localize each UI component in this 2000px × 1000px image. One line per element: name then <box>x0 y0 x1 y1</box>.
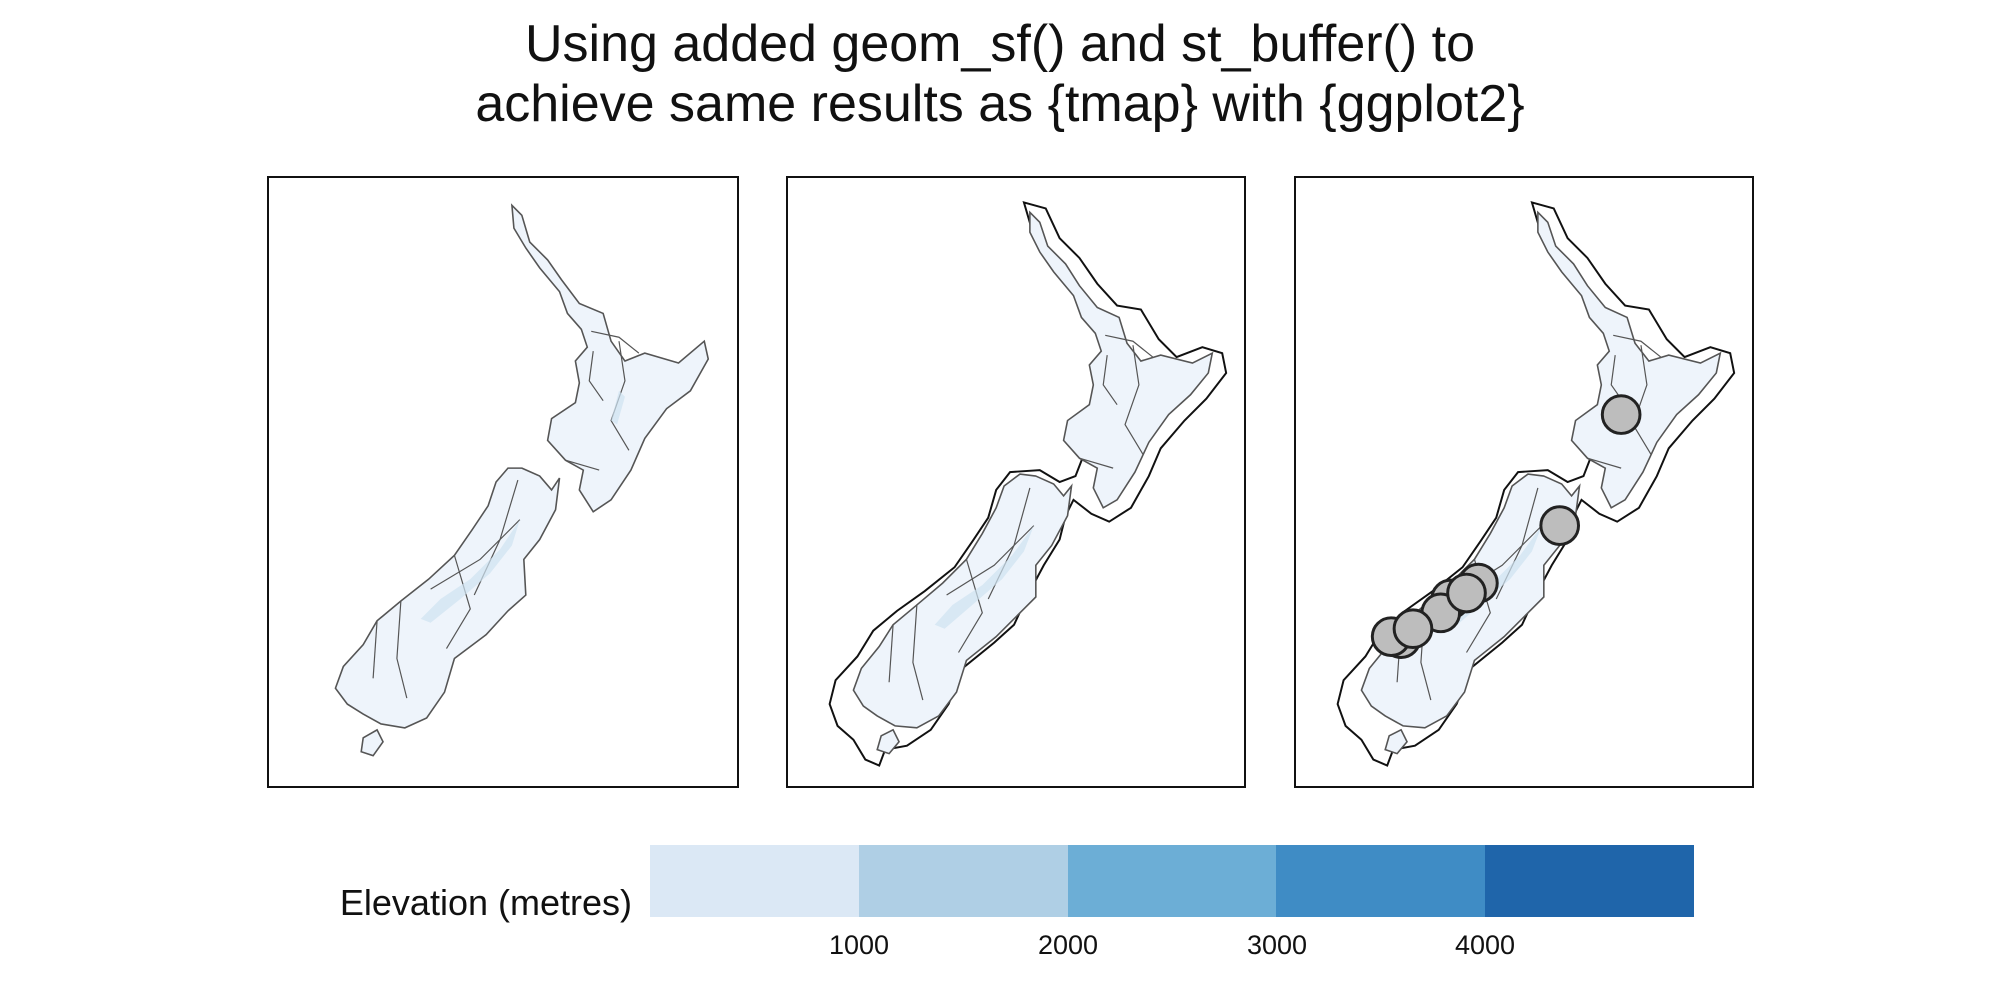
north-island <box>510 203 710 513</box>
legend-color-bar <box>650 845 1694 917</box>
map-panel-regions <box>267 176 739 788</box>
legend-tick-label: 1000 <box>828 930 890 960</box>
peak-point <box>1539 505 1581 546</box>
north-island <box>1029 210 1214 509</box>
map-buffer-points-svg <box>1336 201 1736 767</box>
map-panel-buffer <box>786 176 1246 788</box>
legend-bin-3 <box>1067 845 1277 917</box>
legend-title: Elevation (metres) <box>339 882 632 923</box>
legend-bin-2 <box>858 845 1068 917</box>
peak-point <box>1392 608 1434 650</box>
map-panel-buffer-points <box>1294 176 1754 788</box>
elevation-shading <box>934 525 1034 629</box>
legend-bin-5 <box>1485 845 1694 917</box>
legend-tick-label: 3000 <box>1246 930 1308 960</box>
north-island <box>1537 210 1722 509</box>
stewart-island <box>1384 728 1408 755</box>
legend-bin-4 <box>1276 845 1486 917</box>
stewart-island <box>360 728 384 757</box>
map-regions-svg <box>334 203 710 757</box>
title-line-2: achieve same results as {tmap} with {ggp… <box>475 75 1525 133</box>
map-buffer-svg <box>828 201 1228 767</box>
peak-point <box>1446 572 1487 614</box>
peak-points <box>1370 394 1642 659</box>
peak-point <box>1600 394 1642 435</box>
elevation-shading <box>420 390 625 623</box>
region-boundaries <box>888 334 1154 701</box>
stewart-island <box>876 728 900 755</box>
title-line-1: Using added geom_sf() and st_buffer() to <box>524 15 1475 73</box>
legend-tick-label: 2000 <box>1037 930 1099 960</box>
legend-bin-1 <box>650 845 859 917</box>
legend-tick-label: 4000 <box>1454 930 1516 960</box>
